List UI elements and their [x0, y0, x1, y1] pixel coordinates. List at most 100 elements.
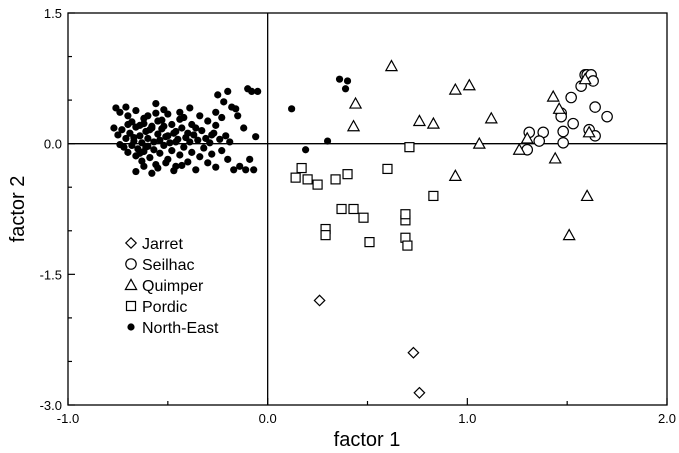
data-point-north-east	[144, 112, 152, 120]
data-point-north-east	[220, 98, 228, 106]
y-tick-label: -1.5	[40, 267, 62, 282]
series-seilhac	[521, 69, 613, 156]
data-point-north-east	[154, 130, 162, 138]
data-point-north-east	[116, 108, 124, 116]
data-point-north-east	[184, 158, 192, 166]
plot-area	[67, 12, 668, 406]
data-point-north-east	[178, 124, 186, 132]
data-point-north-east	[206, 139, 214, 147]
data-point-pordic	[330, 174, 341, 185]
data-point-quimper	[412, 114, 427, 127]
data-point-north-east	[212, 121, 220, 129]
data-point-quimper	[448, 169, 462, 181]
data-point-north-east	[154, 164, 162, 172]
data-point-north-east	[118, 126, 126, 134]
series-quimper	[346, 59, 596, 241]
data-point-north-east	[156, 136, 164, 144]
data-point-quimper	[348, 96, 363, 109]
data-point-north-east	[343, 77, 352, 85]
data-point-north-east	[164, 132, 172, 140]
data-point-north-east	[180, 113, 188, 122]
data-point-north-east	[196, 112, 204, 120]
data-point-quimper	[546, 89, 560, 102]
data-point-quimper	[346, 119, 361, 132]
data-point-north-east	[204, 159, 212, 167]
data-point-pordic	[296, 162, 307, 174]
data-point-north-east	[168, 120, 176, 129]
data-point-north-east	[172, 138, 180, 146]
data-point-north-east	[170, 167, 178, 175]
data-point-north-east	[212, 163, 220, 171]
axis-ticks	[67, 12, 668, 406]
data-point-pordic	[348, 203, 359, 215]
data-point-north-east	[176, 151, 184, 159]
reference-lines	[68, 13, 667, 405]
data-point-north-east	[132, 123, 140, 131]
y-tick-label: 0.0	[44, 137, 62, 152]
data-point-quimper	[580, 189, 594, 202]
data-point-quimper	[582, 125, 596, 138]
data-point-pordic	[402, 240, 413, 251]
y-axis-title: factor 2	[7, 176, 29, 243]
data-point-pordic	[312, 179, 323, 190]
data-point-north-east	[176, 108, 184, 116]
data-point-north-east	[162, 159, 170, 167]
data-point-north-east	[335, 75, 344, 83]
data-point-north-east	[186, 104, 194, 112]
data-point-north-east	[224, 87, 232, 95]
data-point-north-east	[136, 132, 144, 140]
data-point-north-east	[236, 162, 244, 170]
data-point-pordic	[428, 190, 439, 202]
legend-marker-north-east	[127, 323, 135, 331]
data-point-seilhac	[567, 117, 579, 130]
data-point-north-east	[240, 124, 248, 132]
data-point-north-east	[152, 99, 160, 108]
data-point-north-east	[170, 129, 178, 137]
data-point-seilhac	[557, 136, 569, 149]
data-point-north-east	[250, 166, 258, 174]
legend-marker-jarret	[124, 236, 138, 250]
data-point-north-east	[252, 133, 260, 141]
legend-label-pordic: Pordic	[142, 299, 187, 316]
data-point-north-east	[188, 148, 196, 156]
data-point-north-east	[168, 147, 176, 155]
data-point-north-east	[124, 112, 132, 120]
data-point-north-east	[230, 166, 238, 174]
data-point-north-east	[341, 85, 350, 93]
data-point-north-east	[254, 87, 262, 95]
data-point-north-east	[218, 147, 226, 155]
data-point-north-east	[128, 141, 136, 150]
data-point-seilhac	[589, 101, 601, 113]
data-point-north-east	[136, 149, 144, 157]
data-point-north-east	[302, 146, 310, 154]
data-point-quimper	[552, 101, 566, 114]
data-point-north-east	[323, 137, 332, 145]
data-point-pordic	[342, 169, 353, 180]
data-point-north-east	[214, 91, 222, 99]
data-point-seilhac	[557, 125, 569, 138]
data-point-north-east	[210, 129, 218, 137]
data-point-quimper	[520, 131, 534, 144]
legend-label-quimper: Quimper	[142, 278, 204, 295]
legend-marker-quimper	[124, 278, 138, 291]
legend-label-jarret: Jarret	[142, 236, 183, 253]
data-point-north-east	[190, 131, 198, 139]
data-point-north-east	[246, 155, 254, 163]
data-point-north-east	[148, 169, 156, 177]
data-point-jarret	[413, 386, 426, 399]
data-point-north-east	[144, 134, 152, 143]
data-point-pordic	[382, 163, 393, 175]
data-point-north-east	[224, 155, 232, 163]
data-point-north-east	[166, 139, 174, 147]
data-point-quimper	[512, 142, 526, 155]
data-point-north-east	[150, 146, 158, 154]
legend-label-north-east: North-East	[142, 320, 219, 337]
data-point-north-east	[160, 141, 168, 150]
data-point-north-east	[178, 161, 186, 170]
data-point-north-east	[212, 108, 220, 116]
data-point-north-east	[114, 131, 122, 139]
data-point-north-east	[192, 166, 200, 174]
data-point-seilhac	[601, 110, 613, 123]
data-point-quimper	[472, 136, 486, 149]
